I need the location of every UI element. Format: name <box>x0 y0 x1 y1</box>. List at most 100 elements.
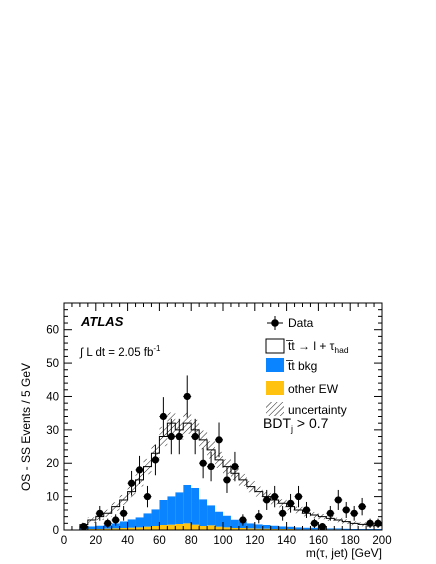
data-point-27.5 <box>103 518 112 528</box>
bar-t-t-l-had-95 <box>215 459 223 512</box>
legend-swatch-signal <box>265 338 285 354</box>
data-point-167.5 <box>326 505 335 521</box>
data-marker <box>318 523 326 531</box>
bar-t-t-l-had-125 <box>262 496 271 525</box>
bar-other-ew-120 <box>254 528 263 530</box>
data-points <box>79 375 382 531</box>
bar-t-t-l-had-120 <box>254 491 263 525</box>
data-marker <box>135 466 144 474</box>
bar-t-t-bkg-95 <box>215 511 223 527</box>
legend-signal-text: t̅t → l + τ <box>286 339 335 353</box>
data-point-132.5 <box>270 485 279 508</box>
data-marker <box>326 509 334 517</box>
bar-t-t-bkg-50 <box>143 513 152 527</box>
data-point-122.5 <box>254 509 263 524</box>
data-point-57.5 <box>151 444 160 476</box>
data-point-192.5 <box>366 518 375 528</box>
bar-other-ew-85 <box>199 525 208 530</box>
data-marker <box>271 493 279 501</box>
bar-t-t-l-had-55 <box>151 453 160 510</box>
bar-other-ew-50 <box>143 526 152 530</box>
data-marker <box>215 436 223 444</box>
data-point-47.5 <box>135 455 144 484</box>
data-point-72.5 <box>175 418 184 455</box>
bdt-cut-label: BDTj > 0.7 <box>263 415 329 434</box>
bar-t-t-bkg-135 <box>278 526 287 529</box>
luminosity-text: ∫ L dt = 2.05 fb <box>79 347 153 359</box>
x-tick-label-140: 140 <box>277 535 296 547</box>
bar-other-ew-75 <box>183 523 192 530</box>
bar-t-t-bkg-120 <box>254 524 263 529</box>
bar-other-ew-55 <box>151 525 160 530</box>
bar-other-ew-45 <box>135 527 144 530</box>
bar-other-ew-60 <box>159 524 168 530</box>
data-marker <box>127 479 136 487</box>
data-marker <box>112 516 120 524</box>
y-tick-label-50: 50 <box>46 358 59 370</box>
data-point-77.5 <box>183 375 192 418</box>
data-point-42.5 <box>127 470 136 496</box>
legend-label-signal: t̅t → l + τhad <box>286 339 349 355</box>
data-point-107.5 <box>230 451 239 482</box>
bar-t-t-l-had-145 <box>294 509 303 528</box>
data-point-12.5 <box>79 523 88 531</box>
data-marker <box>159 412 167 421</box>
bdt-rest: > 0.7 <box>293 415 329 431</box>
bar-t-t-l-had-150 <box>302 513 311 528</box>
data-marker <box>231 462 239 471</box>
data-marker <box>302 506 311 514</box>
bar-t-t-l-had-180 <box>350 523 359 529</box>
y-tick-label-20: 20 <box>46 458 59 470</box>
data-marker <box>358 503 366 511</box>
data-point-97.5 <box>215 422 223 458</box>
data-point-87.5 <box>199 448 208 479</box>
legend-data-marker <box>271 319 279 327</box>
bar-t-t-l-had-75 <box>183 423 192 485</box>
bar-t-t-bkg-115 <box>246 523 255 529</box>
data-marker <box>80 523 88 531</box>
bar-t-t-l-had-15 <box>87 519 96 527</box>
bar-t-t-bkg-65 <box>167 496 176 525</box>
x-tick-label-80: 80 <box>185 535 198 547</box>
x-tick-label-20: 20 <box>89 535 102 547</box>
data-point-67.5 <box>167 418 176 455</box>
bar-other-ew-70 <box>175 523 184 530</box>
bar-other-ew-15 <box>87 528 96 530</box>
x-tick-label-40: 40 <box>121 535 134 547</box>
bar-t-t-bkg-45 <box>135 517 144 528</box>
data-marker <box>167 432 175 441</box>
data-marker <box>207 462 215 471</box>
y-tick-label-30: 30 <box>46 425 59 437</box>
data-marker <box>120 509 128 517</box>
bar-other-ew-100 <box>223 527 231 530</box>
bar-other-ew-40 <box>127 527 136 530</box>
bar-t-t-bkg-105 <box>230 519 239 528</box>
bar-t-t-bkg-150 <box>302 527 311 530</box>
bar-t-t-l-had-80 <box>191 429 200 488</box>
x-tick-label-60: 60 <box>153 535 166 547</box>
bar-other-ew-25 <box>103 528 112 530</box>
y-tick-label-40: 40 <box>46 391 59 403</box>
legend-label-ttbar-bkg: t̅t bkg <box>286 359 318 373</box>
legend-label-data: Data <box>288 316 314 330</box>
bar-t-t-l-had-45 <box>135 479 144 518</box>
bar-t-t-l-had-40 <box>127 491 136 520</box>
bar-t-t-bkg-190 <box>366 528 375 530</box>
bar-t-t-l-had-60 <box>159 436 168 500</box>
bar-t-t-bkg-165 <box>326 528 335 530</box>
legend-swatch-ttbar-bkg <box>266 358 284 372</box>
total-mc-outline <box>79 422 382 530</box>
bdt-text: BDT <box>263 415 291 431</box>
bar-t-t-bkg-155 <box>310 527 319 530</box>
legend-entry-ttbar-bkg: t̅t bkg <box>266 358 317 373</box>
bar-other-ew-30 <box>111 528 120 530</box>
data-point-127.5 <box>262 489 271 510</box>
data-marker <box>255 513 263 521</box>
bar-t-t-bkg-70 <box>175 492 184 524</box>
legend-entry-other-ew: other EW <box>266 381 339 396</box>
data-point-147.5 <box>294 485 303 508</box>
total-mc-step-line <box>79 422 382 530</box>
data-marker <box>183 392 191 401</box>
bar-other-ew-110 <box>238 527 247 530</box>
y-axis-title: OS - SS Events / 5 GeV <box>19 363 33 491</box>
